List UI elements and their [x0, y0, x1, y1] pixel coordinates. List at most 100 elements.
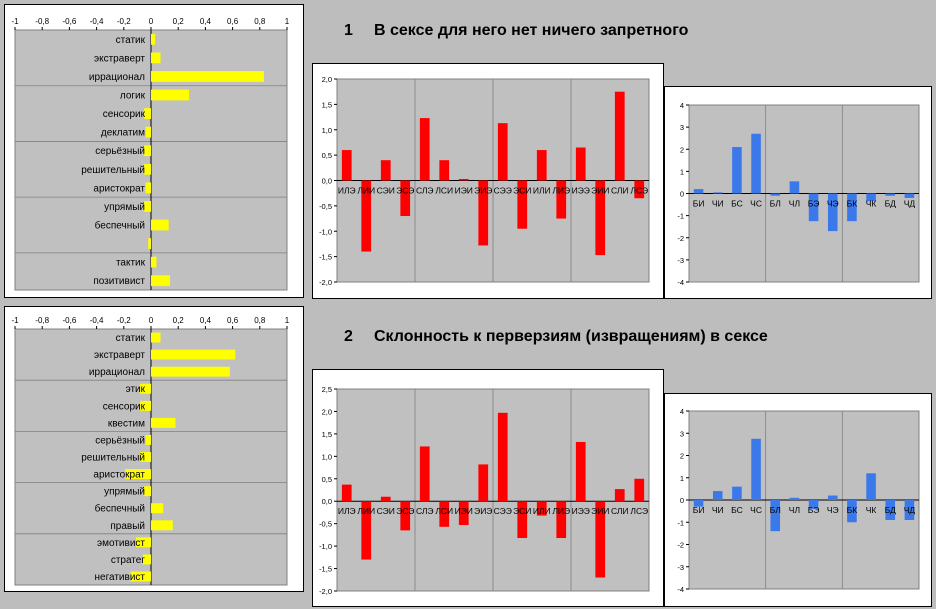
section-1-chart-2-bar — [595, 180, 606, 256]
section-2-chart-2-y-tick-label: 1,5 — [322, 430, 332, 439]
section-1-chart-3-bar — [732, 147, 742, 194]
section-2-chart-3-bar — [808, 500, 819, 509]
section-2-chart-1-category-label: статик — [116, 333, 146, 344]
section-2-chart-1-category-label: правый — [110, 521, 145, 532]
section-1-chart-1-category-label: позитивист — [93, 276, 145, 287]
section-1-element-chart: 4 3 2 1 0 -1 -2 -3 -4 БИ ЧИ БС ЧС БЛ ЧЛ БЭ ЧЭ БК ЧК БД ЧД — [677, 101, 920, 287]
section-1-chart-3-category-label: БИ — [693, 199, 705, 209]
section-1-chart-1-bar — [144, 201, 151, 212]
section-2-chart-3-bar — [827, 495, 838, 500]
section-2-chart-3-y-tick-label: 0 — [680, 496, 684, 505]
section-1-chart-1-x-tick-label: -0,8 — [35, 17, 49, 26]
section-2-chart-1-x-tick-label: -1 — [11, 316, 19, 325]
section-1-chart-1-category-label: тактик — [116, 258, 146, 269]
section-2-chart-1-bar — [140, 400, 151, 411]
section-2-chart-1-bar — [144, 486, 151, 497]
section-1-chart-2-bar — [439, 160, 450, 181]
section-1-chart-1-category-label: статик — [116, 35, 146, 46]
section-1-chart-1-category-label: экстраверт — [94, 53, 145, 64]
section-2-chart-3-category-label: ЧК — [866, 505, 877, 515]
section-1-chart-2-category-label: ЭИИ — [591, 186, 609, 196]
section-2-chart-2-category-label: СЛИ — [611, 506, 629, 516]
section-2-title-text: Склонность к перверзиям (извращениям) в … — [374, 328, 768, 345]
section-2-chart-3-category-label: БК — [847, 505, 858, 515]
section-1-chart-3-bar — [693, 189, 704, 194]
section-2-chart-1-category-label: решительный — [81, 453, 145, 464]
section-2-chart-2-category-label: ЛСЭ — [630, 506, 648, 516]
section-2-chart-3-y-tick-label: 3 — [680, 429, 684, 438]
section-1-chart-1-x-tick-label: 0,2 — [173, 17, 185, 26]
section-1-chart-2-bar — [575, 147, 586, 181]
section-1-chart-2-y-tick-label: 1,0 — [322, 126, 332, 135]
section-1-chart-2-bar — [517, 180, 528, 229]
section-2-element-chart: 4 3 2 1 0 -1 -2 -3 -4 БИ ЧИ БС ЧС БЛ ЧЛ БЭ ЧЭ БК ЧК БД ЧД — [677, 407, 920, 594]
section-2-chart-1-bar — [125, 469, 151, 480]
section-1-chart-1-x-tick-label: -0,4 — [90, 17, 104, 26]
section-1-chart-2-y-tick-label: -2,0 — [319, 278, 332, 287]
section-1-chart-3-category-label: БЛ — [770, 199, 781, 209]
section-1-chart-2-bar — [419, 118, 430, 181]
section-1-chart-1-x-tick-label: 0,4 — [200, 17, 212, 26]
section-2-chart-2-bar — [458, 501, 469, 526]
section-1-chart-2-category-label: ЭИЭ — [474, 186, 492, 196]
section-1-chart-1-bar — [144, 108, 151, 119]
section-2-chart-3-category-label: ЧЭ — [827, 505, 839, 515]
section-2-chart-3-category-label: БС — [731, 505, 743, 515]
section-1-chart-1-bar — [145, 126, 151, 138]
section-2-chart-2-y-tick-label: 2,5 — [322, 385, 332, 394]
section-2-chart-2-bar — [614, 489, 625, 502]
section-1-chart-3-category-label: ЧД — [904, 199, 916, 209]
section-2-chart-1-x-tick-label: -0,4 — [90, 316, 104, 325]
section-1-chart-3-y-tick-label: 1 — [680, 167, 684, 176]
section-1-chart-1-bar — [145, 182, 151, 194]
section-1-chart-3-bar — [885, 193, 896, 196]
section-2-chart-3-bar — [789, 497, 800, 500]
section-2-number: 2 — [344, 328, 353, 345]
section-1-chart-3-bar — [789, 181, 800, 194]
section-2-chart-2-y-tick-label: 0,0 — [322, 497, 332, 506]
section-1-chart-3-category-label: ЧИ — [712, 199, 724, 209]
section-2-element-chart-panel: 4 3 2 1 0 -1 -2 -3 -4 БИ ЧИ БС ЧС БЛ ЧЛ БЭ ЧЭ БК ЧК БД ЧД — [664, 393, 932, 607]
section-1-title: 1 В сексе для него нет ничего запретного — [344, 22, 688, 40]
section-2-chart-1-bar — [151, 417, 176, 428]
section-1-chart-2-bar — [634, 180, 645, 199]
section-2-chart-3-bar — [712, 491, 723, 500]
section-1-chart-2-y-tick-label: -0,5 — [319, 202, 332, 211]
section-2-chart-2-category-label: ЛИЭ — [552, 506, 570, 516]
section-2-chart-2-category-label: ИЛИ — [533, 506, 551, 516]
section-2-chart-1-category-label: стратег — [111, 555, 146, 566]
section-1-chart-3-y-tick-label: -4 — [677, 278, 684, 287]
section-2-chart-2-y-tick-label: 2,0 — [322, 407, 332, 416]
section-1-chart-3-bar — [751, 133, 761, 194]
section-2-chart-1-x-tick-label: 0,4 — [200, 316, 212, 325]
section-2-chart-1-category-label: беспечный — [95, 503, 145, 515]
section-2-chart-1-x-tick-label: 0,2 — [173, 316, 185, 325]
section-2-chart-3-bar — [693, 500, 704, 507]
section-1-chart-2-category-label: СЛЭ — [416, 186, 434, 196]
section-1-chart-1-category-label: аристократ — [93, 183, 145, 194]
section-1-chart-1-category-label: логик — [120, 91, 146, 102]
section-2-chart-2-bar — [536, 501, 547, 516]
section-1-chart-3-y-tick-label: 0 — [680, 190, 684, 199]
section-1-chart-1-category-label: иррационал — [89, 72, 145, 83]
section-2-chart-1-x-tick-label: -0,2 — [117, 316, 131, 325]
section-2-chart-1-bar — [151, 332, 161, 343]
section-2-chart-2-category-label: ЭСИ — [513, 506, 531, 516]
section-2-title: 2 Склонность к перверзиям (извращениям) в… — [344, 328, 768, 346]
section-2-chart-1-category-label: упрямый — [104, 487, 145, 498]
section-1-chart-3-bar — [866, 193, 876, 202]
section-1-type-chart: 2,0 1,5 1,0 0,5 0,0 -0,5 -1,0 -1,5 -2,0 ИЛЭ ЛИИ СЭИ… — [319, 75, 650, 287]
section-1-chart-2-category-label: ЛСЭ — [630, 186, 648, 196]
section-2-chart-1-bar — [145, 434, 151, 445]
section-1-chart-1-bar — [144, 163, 151, 175]
section-1-chart-2-category-label: ЛСИ — [435, 186, 453, 196]
section-1-chart-3-bar — [770, 193, 781, 196]
section-2-chart-1-x-tick-label: -0,8 — [35, 316, 49, 325]
section-1-type-chart-panel: 2,0 1,5 1,0 0,5 0,0 -0,5 -1,0 -1,5 -2,0 ИЛЭ ЛИИ СЭИ… — [312, 63, 664, 299]
section-2-chart-1-x-tick-label: 0,8 — [254, 316, 266, 325]
section-2-chart-2-y-tick-label: -0,5 — [319, 520, 332, 529]
section-2-chart-3-bar — [847, 500, 857, 523]
section-1-chart-2-category-label: ЛИЭ — [552, 186, 570, 196]
section-1-chart-3-category-label: ЧЭ — [827, 199, 839, 209]
section-2-chart-3-category-label: ЧС — [750, 505, 762, 515]
